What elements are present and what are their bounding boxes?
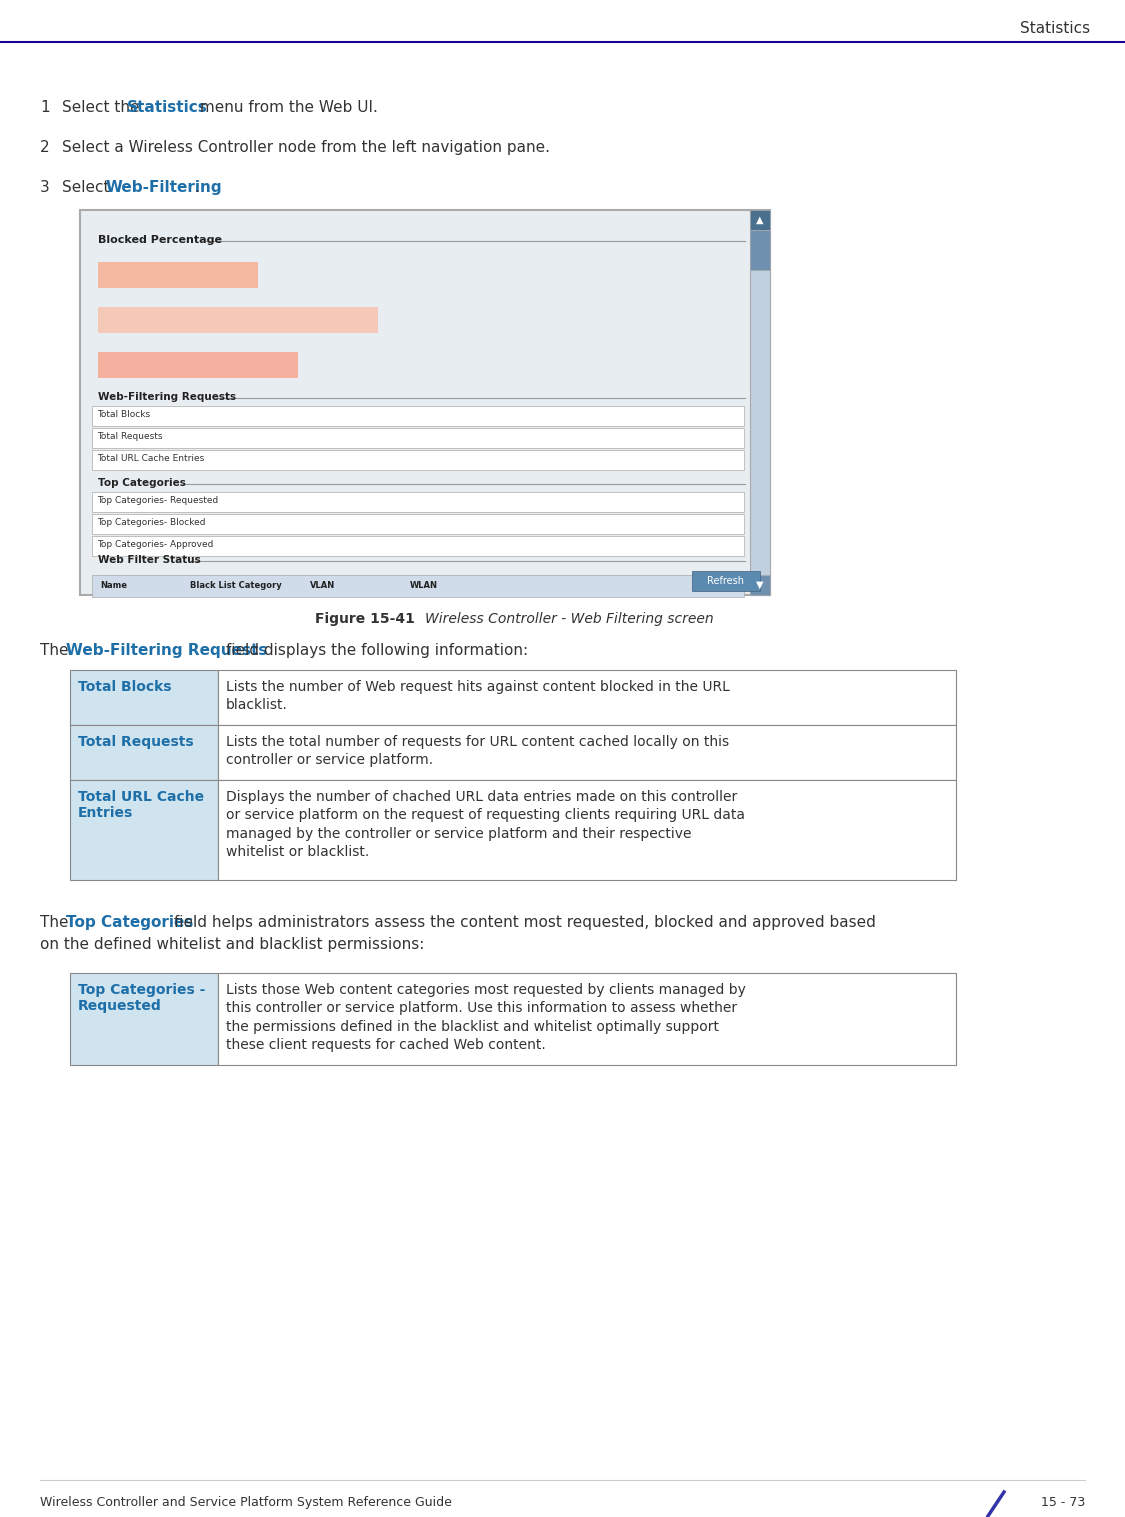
Text: Displays the number of chached URL data entries made on this controller
or servi: Displays the number of chached URL data … xyxy=(226,790,745,859)
Bar xyxy=(80,209,770,595)
Text: Top Categories- Approved: Top Categories- Approved xyxy=(97,540,214,549)
Text: Wireless Controller - Web Filtering screen: Wireless Controller - Web Filtering scre… xyxy=(425,611,713,627)
Bar xyxy=(70,725,218,780)
Bar xyxy=(218,780,956,880)
Text: Blocked Percentage: Blocked Percentage xyxy=(98,235,222,246)
Text: Black List Category: Black List Category xyxy=(190,581,281,590)
Text: Wireless Controller and Service Platform System Reference Guide: Wireless Controller and Service Platform… xyxy=(40,1496,452,1509)
Text: Figure 15-41: Figure 15-41 xyxy=(315,611,425,627)
Text: WLAN: WLAN xyxy=(410,581,438,590)
Bar xyxy=(92,492,744,513)
Text: The: The xyxy=(40,915,73,930)
Text: Statistics: Statistics xyxy=(127,100,208,115)
Text: ▼: ▼ xyxy=(756,579,764,590)
Bar xyxy=(750,209,770,231)
Bar xyxy=(98,306,378,334)
Bar xyxy=(218,671,956,725)
Text: Name: Name xyxy=(100,581,127,590)
Text: Web Filter Status: Web Filter Status xyxy=(98,555,200,564)
Bar xyxy=(218,972,956,1065)
Text: field displays the following information:: field displays the following information… xyxy=(220,643,528,658)
Text: Top Categories: Top Categories xyxy=(98,478,186,488)
Bar xyxy=(92,407,744,426)
Text: Total URL Cache
Entries: Total URL Cache Entries xyxy=(78,790,204,821)
Bar xyxy=(92,536,744,557)
Bar xyxy=(750,575,770,595)
Text: 3: 3 xyxy=(40,181,50,196)
Text: Lists the total number of requests for URL content cached locally on this
contro: Lists the total number of requests for U… xyxy=(226,736,729,768)
Bar xyxy=(750,231,770,270)
Text: .: . xyxy=(193,181,199,196)
Text: menu from the Web UI.: menu from the Web UI. xyxy=(195,100,378,115)
Bar xyxy=(70,780,218,880)
Text: Top Categories- Blocked: Top Categories- Blocked xyxy=(97,517,206,526)
Bar xyxy=(218,725,956,780)
Text: Web-Filtering Requests: Web-Filtering Requests xyxy=(66,643,268,658)
Bar xyxy=(92,428,744,448)
Text: Lists those Web content categories most requested by clients managed by
this con: Lists those Web content categories most … xyxy=(226,983,746,1053)
Text: Top Categories: Top Categories xyxy=(66,915,194,930)
Text: VLAN: VLAN xyxy=(310,581,335,590)
Text: ▲: ▲ xyxy=(756,215,764,225)
Text: on the defined whitelist and blacklist permissions:: on the defined whitelist and blacklist p… xyxy=(40,938,424,953)
Text: Statistics: Statistics xyxy=(1020,21,1090,35)
Text: Web-Filtering: Web-Filtering xyxy=(106,181,223,196)
Text: field helps administrators assess the content most requested, blocked and approv: field helps administrators assess the co… xyxy=(169,915,876,930)
Bar xyxy=(692,570,760,592)
Text: Lists the number of Web request hits against content blocked in the URL
blacklis: Lists the number of Web request hits aga… xyxy=(226,680,730,713)
Bar xyxy=(70,671,218,725)
Text: Top Categories -
Requested: Top Categories - Requested xyxy=(78,983,206,1013)
Text: Web-Filtering Requests: Web-Filtering Requests xyxy=(98,391,236,402)
Text: Total Blocks: Total Blocks xyxy=(97,410,150,419)
Bar xyxy=(92,514,744,534)
Text: Select: Select xyxy=(62,181,115,196)
Text: Select a Wireless Controller node from the left navigation pane.: Select a Wireless Controller node from t… xyxy=(62,140,550,155)
Text: Total URL Cache Entries: Total URL Cache Entries xyxy=(97,454,205,463)
Text: Total Requests: Total Requests xyxy=(97,432,162,441)
Bar xyxy=(92,451,744,470)
Bar xyxy=(98,262,258,288)
Text: Refresh: Refresh xyxy=(708,576,745,586)
Text: Total Requests: Total Requests xyxy=(78,736,193,749)
Text: Top Categories- Requested: Top Categories- Requested xyxy=(97,496,218,505)
Bar xyxy=(70,972,218,1065)
Bar xyxy=(750,209,770,595)
Text: Total Blocks: Total Blocks xyxy=(78,680,171,693)
Text: 15 - 73: 15 - 73 xyxy=(1041,1496,1084,1509)
Text: Select the: Select the xyxy=(62,100,144,115)
Bar xyxy=(92,575,744,598)
Bar xyxy=(98,352,298,378)
Text: The: The xyxy=(40,643,73,658)
Text: 2: 2 xyxy=(40,140,50,155)
Text: 1: 1 xyxy=(40,100,50,115)
